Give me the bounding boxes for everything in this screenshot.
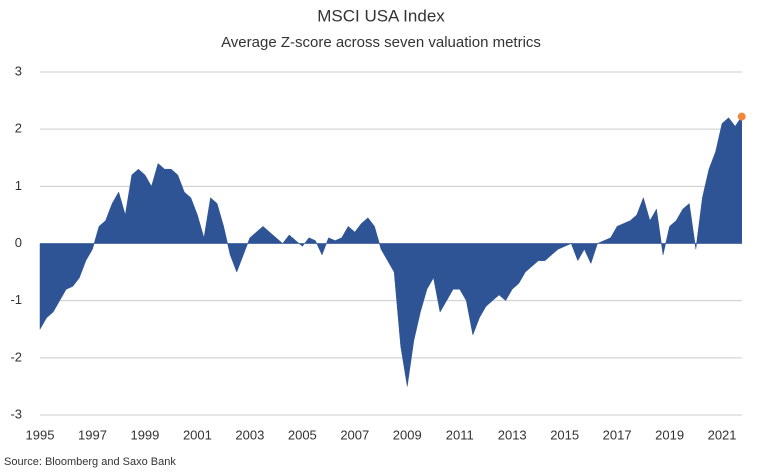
- y-tick-label: -3: [10, 406, 22, 421]
- y-tick-label: 1: [15, 178, 22, 193]
- y-tick-label: -2: [10, 349, 22, 364]
- last-point: [737, 112, 746, 121]
- y-tick-label: 3: [15, 63, 22, 78]
- source-note: Source: Bloomberg and Saxo Bank: [4, 456, 176, 468]
- x-tick-label: 2007: [340, 427, 369, 442]
- x-tick-label: 1999: [130, 427, 159, 442]
- x-tick-label: 2011: [446, 427, 474, 442]
- y-tick-label: 2: [15, 121, 22, 136]
- x-tick-label: 2019: [655, 427, 684, 442]
- x-tick-label: 2009: [393, 427, 422, 442]
- y-tick-label: 0: [15, 235, 22, 250]
- x-tick-label: 2001: [183, 427, 212, 442]
- area: [39, 115, 742, 387]
- x-tick-label: 2021: [708, 427, 737, 442]
- x-tick-label: 2015: [550, 427, 579, 442]
- x-tick-label: 2017: [603, 427, 632, 442]
- x-tick-label: 1997: [78, 427, 107, 442]
- x-tick-label: 2003: [235, 427, 264, 442]
- chart-title: MSCI USA Index: [317, 6, 445, 25]
- y-tick-label: -1: [10, 292, 22, 307]
- chart-subtitle: Average Z-score across seven valuation m…: [221, 34, 541, 51]
- x-tick-label: 2005: [288, 427, 317, 442]
- x-tick-label: 1995: [26, 427, 55, 442]
- x-tick-label: 2013: [498, 427, 527, 442]
